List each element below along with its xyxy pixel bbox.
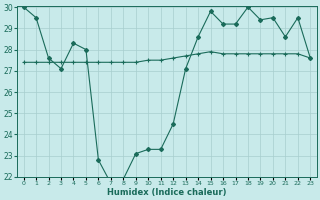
X-axis label: Humidex (Indice chaleur): Humidex (Indice chaleur): [107, 188, 227, 197]
